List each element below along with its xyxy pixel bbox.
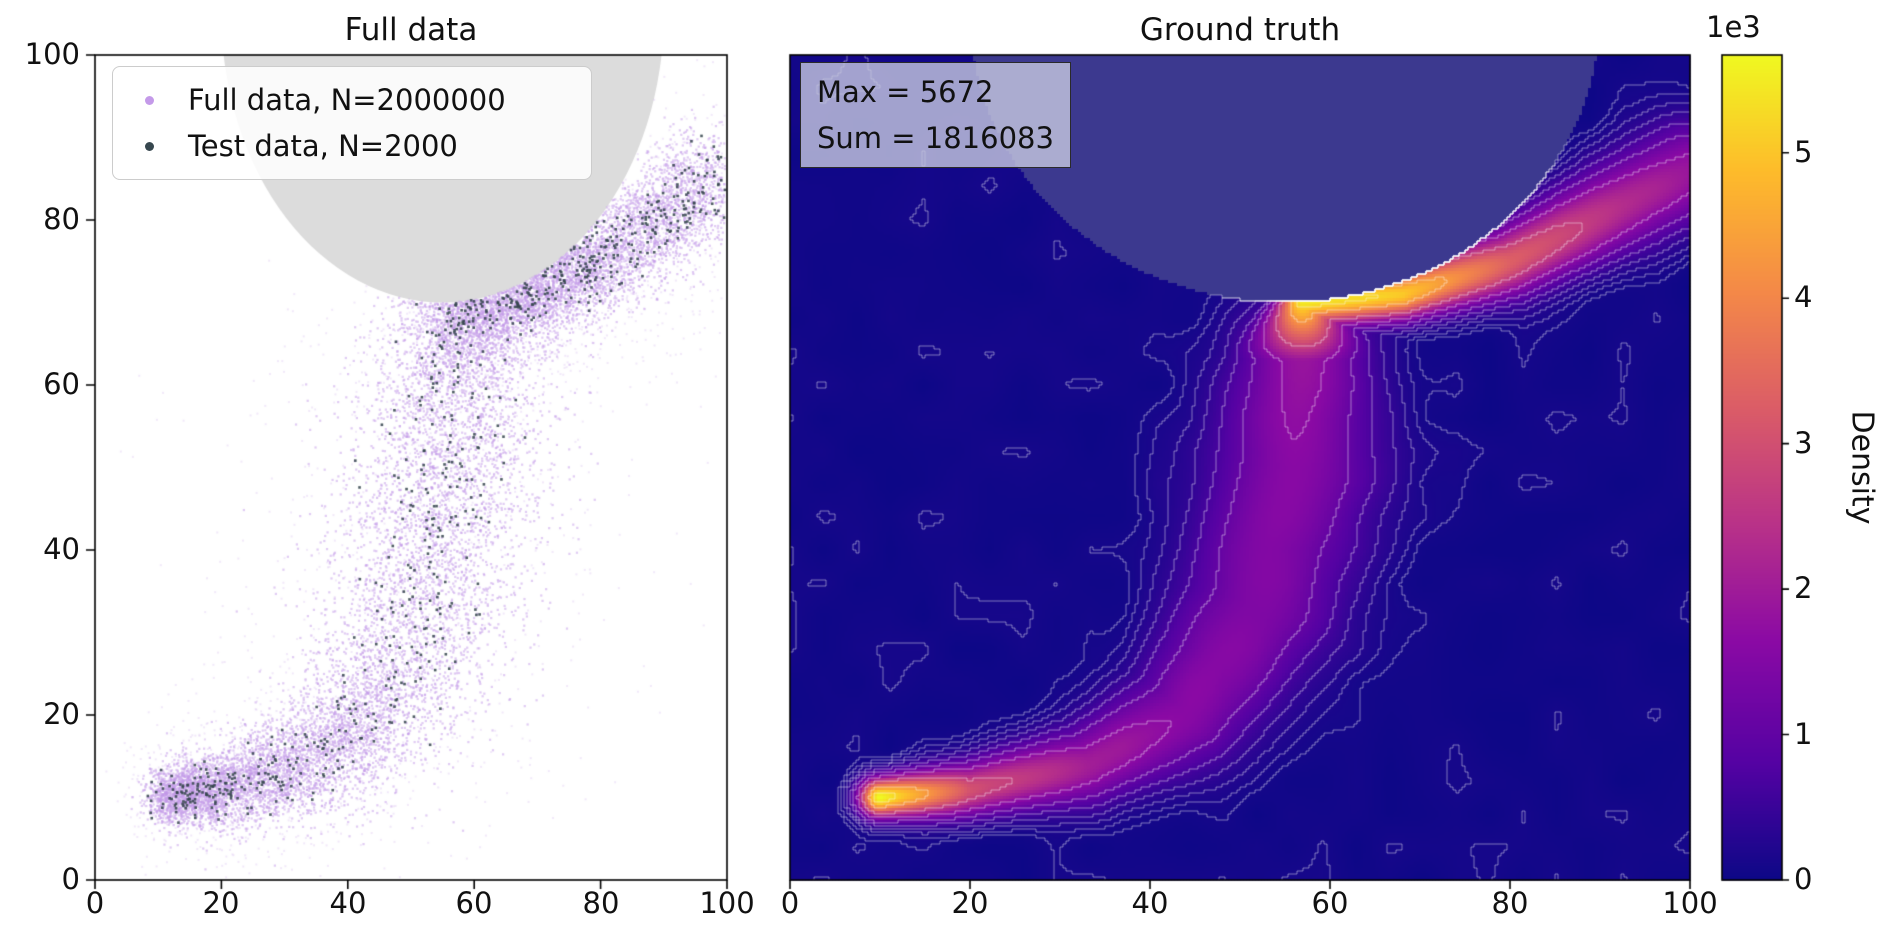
colorbar-tick-label: 4 (1794, 280, 1813, 314)
colorbar-tick-label: 1 (1794, 717, 1813, 751)
colorbar-tick-label: 0 (1794, 862, 1813, 896)
legend: Full data, N=2000000 Test data, N=2000 (112, 66, 592, 180)
right-x-tick-label: 20 (951, 886, 989, 920)
left-y-tick-label: 0 (61, 862, 80, 896)
left-x-tick-label: 40 (329, 886, 367, 920)
left-x-tick-label: 20 (202, 886, 240, 920)
left-plot-title: Full data (344, 12, 478, 48)
colorbar-tick-label: 3 (1794, 426, 1813, 460)
test-data-marker-icon (145, 141, 154, 151)
right-x-tick-label: 80 (1491, 886, 1529, 920)
colorbar-scale-label: 1e3 (1706, 10, 1761, 44)
sum-value-text: Sum = 1816083 (817, 121, 1054, 155)
right-x-tick-label: 60 (1311, 886, 1349, 920)
left-x-tick-label: 0 (85, 886, 105, 920)
legend-item-test-data: Test data, N=2000 (113, 123, 591, 169)
full-data-marker-icon (145, 95, 154, 105)
colorbar-axis-label: Density (1844, 410, 1880, 525)
right-x-tick-label: 0 (780, 886, 800, 920)
stats-annotation: Max = 5672 Sum = 1816083 (800, 62, 1071, 168)
left-y-tick-label: 60 (43, 367, 80, 401)
right-plot-title: Ground truth (1139, 12, 1341, 48)
legend-label-test-data: Test data, N=2000 (188, 129, 458, 163)
left-y-tick-label: 20 (43, 697, 80, 731)
colorbar-tick-label: 5 (1794, 135, 1813, 169)
right-x-tick-label: 40 (1131, 886, 1169, 920)
left-y-tick-label: 100 (24, 37, 80, 71)
left-y-tick-label: 80 (43, 202, 80, 236)
left-x-tick-label: 100 (699, 886, 755, 920)
right-x-tick-label: 100 (1662, 886, 1718, 920)
colorbar-tick-label: 2 (1794, 571, 1813, 605)
left-x-tick-label: 80 (582, 886, 620, 920)
left-y-tick-label: 40 (43, 532, 80, 566)
left-x-tick-label: 60 (455, 886, 493, 920)
legend-label-full-data: Full data, N=2000000 (188, 83, 506, 117)
max-value-text: Max = 5672 (817, 75, 994, 109)
legend-item-full-data: Full data, N=2000000 (113, 77, 591, 123)
